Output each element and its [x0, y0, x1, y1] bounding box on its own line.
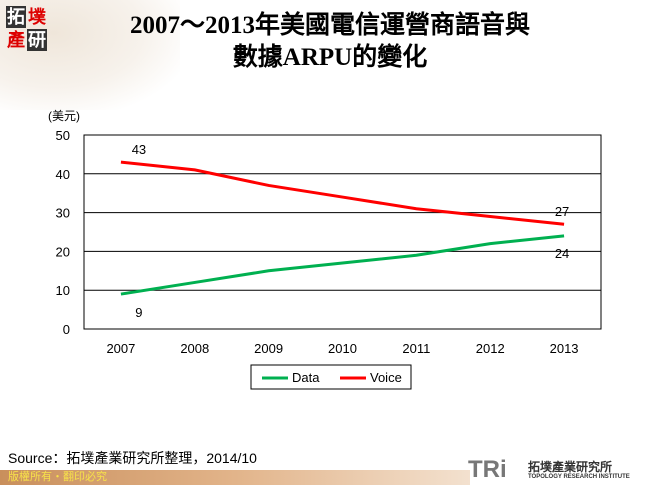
x-tick-label: 2012: [476, 341, 505, 356]
title-line-2: 數據ARPU的變化: [232, 44, 428, 71]
series-line-voice: [120, 160, 565, 226]
title-line-1: 2007～2013年美國電信運營商語音與: [129, 12, 530, 39]
footer-bar: 版權所有・翻印必究: [0, 470, 470, 485]
data-label: 27: [555, 204, 569, 219]
series-line-data: [120, 234, 565, 296]
x-tick-label: 2007: [106, 341, 135, 356]
legend-label-voice: Voice: [370, 370, 402, 385]
y-tick-label: 20: [56, 244, 70, 259]
brand-mark: TRi: [468, 456, 507, 483]
legend-label-data: Data: [292, 370, 320, 385]
y-axis-label: (美元): [48, 109, 80, 123]
y-tick-label: 30: [56, 206, 70, 221]
brand-en: TOPOLOGY RESEARCH INSTITUTE: [528, 474, 630, 480]
y-tick-label: 40: [56, 167, 70, 182]
tri-logo: 拓 墣 產 研: [6, 6, 47, 51]
line-chart: 0 10 20 30 40 50 (美元) 2007 2008 2009 2010 2011 2012 2…: [48, 109, 602, 390]
source-note: Source：拓墣產業研究所整理，2014/10: [8, 450, 257, 466]
x-tick-label: 2009: [254, 341, 283, 356]
data-label: 43: [132, 142, 146, 157]
data-label: 24: [555, 246, 569, 261]
y-tick-label: 50: [56, 128, 70, 143]
background-map: [0, 0, 180, 110]
brand-cn: 拓墣產業研究所: [528, 460, 613, 474]
y-tick-label: 0: [63, 322, 70, 337]
x-tick-label: 2011: [402, 341, 430, 356]
copyright-text: 版權所有・翻印必究: [8, 471, 107, 483]
y-tick-label: 10: [56, 283, 70, 298]
x-tick-label: 2008: [180, 341, 209, 356]
x-tick-label: 2010: [328, 341, 357, 356]
data-label: 9: [135, 305, 142, 320]
x-tick-label: 2013: [550, 341, 579, 356]
page-title: 2007～2013年美國電信運營商語音與 數據ARPU的變化: [100, 10, 560, 74]
plot-area: [83, 134, 602, 330]
